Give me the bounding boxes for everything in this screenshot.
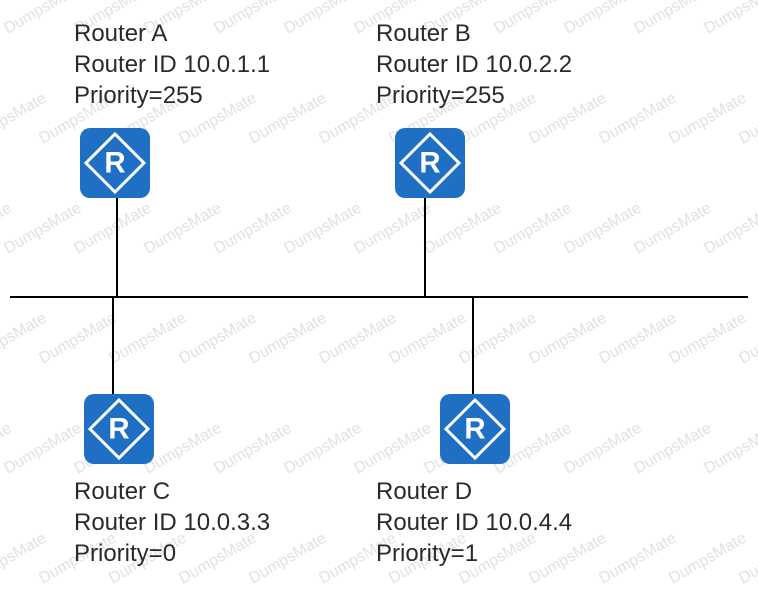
watermark-text: DumpsMate (1, 420, 85, 479)
drop-line-d (472, 296, 474, 396)
watermark-text: DumpsMate (211, 420, 295, 479)
watermark-text: DumpsMate (666, 310, 750, 369)
watermark-text: DumpsMate (141, 200, 225, 259)
watermark-text: DumpsMate (701, 420, 758, 479)
watermark-text: DumpsMate (176, 310, 260, 369)
router-d-id: Router ID 10.0.4.4 (376, 507, 572, 538)
drop-line-b (424, 196, 426, 296)
watermark-text: DumpsMate (0, 310, 50, 369)
watermark-text: DumpsMate (0, 530, 50, 589)
watermark-text: DumpsMate (1, 200, 85, 259)
watermark-text: DumpsMate (351, 420, 435, 479)
watermark-text: DumpsMate (561, 0, 645, 38)
router-c-label: Router C Router ID 10.0.3.3 Priority=0 (74, 476, 270, 570)
router-c-id: Router ID 10.0.3.3 (74, 507, 270, 538)
watermark-text: DumpsMate (526, 310, 610, 369)
watermark-text: DumpsMate (631, 200, 715, 259)
svg-text:R: R (419, 147, 440, 180)
router-b-icon: R (395, 128, 465, 203)
watermark-text: DumpsMate (211, 200, 295, 259)
watermark-text: DumpsMate (1, 0, 85, 38)
watermark-text: DumpsMate (631, 420, 715, 479)
watermark-text: DumpsMate (666, 90, 750, 149)
watermark-text: DumpsMate (0, 200, 15, 259)
router-a-id: Router ID 10.0.1.1 (74, 49, 270, 80)
watermark-text: DumpsMate (596, 310, 680, 369)
router-d-label: Router D Router ID 10.0.4.4 Priority=1 (376, 476, 572, 570)
router-a-label: Router A Router ID 10.0.1.1 Priority=255 (74, 18, 270, 112)
watermark-text: DumpsMate (701, 200, 758, 259)
watermark-text: DumpsMate (421, 200, 505, 259)
router-d-name: Router D (376, 476, 572, 507)
router-c-pri: Priority=0 (74, 538, 270, 569)
router-b-name: Router B (376, 18, 572, 49)
watermark-text: DumpsMate (736, 310, 758, 369)
watermark-text: DumpsMate (596, 90, 680, 149)
watermark-text: DumpsMate (281, 420, 365, 479)
svg-text:R: R (104, 147, 125, 180)
drop-line-a (116, 196, 118, 296)
network-bus (10, 296, 748, 298)
router-b-id: Router ID 10.0.2.2 (376, 49, 572, 80)
router-b-label: Router B Router ID 10.0.2.2 Priority=255 (376, 18, 572, 112)
watermark-text: DumpsMate (0, 0, 15, 38)
router-a-name: Router A (74, 18, 270, 49)
watermark-text: DumpsMate (386, 310, 470, 369)
router-d-pri: Priority=1 (376, 538, 572, 569)
watermark-text: DumpsMate (36, 310, 120, 369)
watermark-text: DumpsMate (666, 530, 750, 589)
watermark-text: DumpsMate (561, 420, 645, 479)
watermark-text: DumpsMate (281, 0, 365, 38)
router-a-pri: Priority=255 (74, 80, 270, 111)
drop-line-c (112, 296, 114, 396)
router-c-icon: R (84, 394, 154, 469)
router-d-icon: R (440, 394, 510, 469)
watermark-text: DumpsMate (0, 90, 50, 149)
watermark-text: DumpsMate (246, 310, 330, 369)
watermark-text: DumpsMate (106, 310, 190, 369)
watermark-text: DumpsMate (561, 200, 645, 259)
watermark-text: DumpsMate (631, 0, 715, 38)
watermark-text: DumpsMate (351, 200, 435, 259)
diagram-canvas: DumpsMateDumpsMateDumpsMateDumpsMateDump… (0, 0, 758, 607)
watermark-text: DumpsMate (491, 200, 575, 259)
router-b-pri: Priority=255 (376, 80, 572, 111)
watermark-text: DumpsMate (281, 200, 365, 259)
watermark-text: DumpsMate (0, 420, 15, 479)
watermark-text: DumpsMate (596, 530, 680, 589)
watermark-text: DumpsMate (456, 310, 540, 369)
watermark-text: DumpsMate (71, 200, 155, 259)
watermark-text: DumpsMate (701, 0, 758, 38)
router-a-icon: R (80, 128, 150, 203)
watermark-text: DumpsMate (736, 90, 758, 149)
watermark-text: DumpsMate (316, 310, 400, 369)
watermark-text: DumpsMate (736, 530, 758, 589)
svg-text:R: R (464, 413, 485, 446)
svg-text:R: R (108, 413, 129, 446)
router-c-name: Router C (74, 476, 270, 507)
